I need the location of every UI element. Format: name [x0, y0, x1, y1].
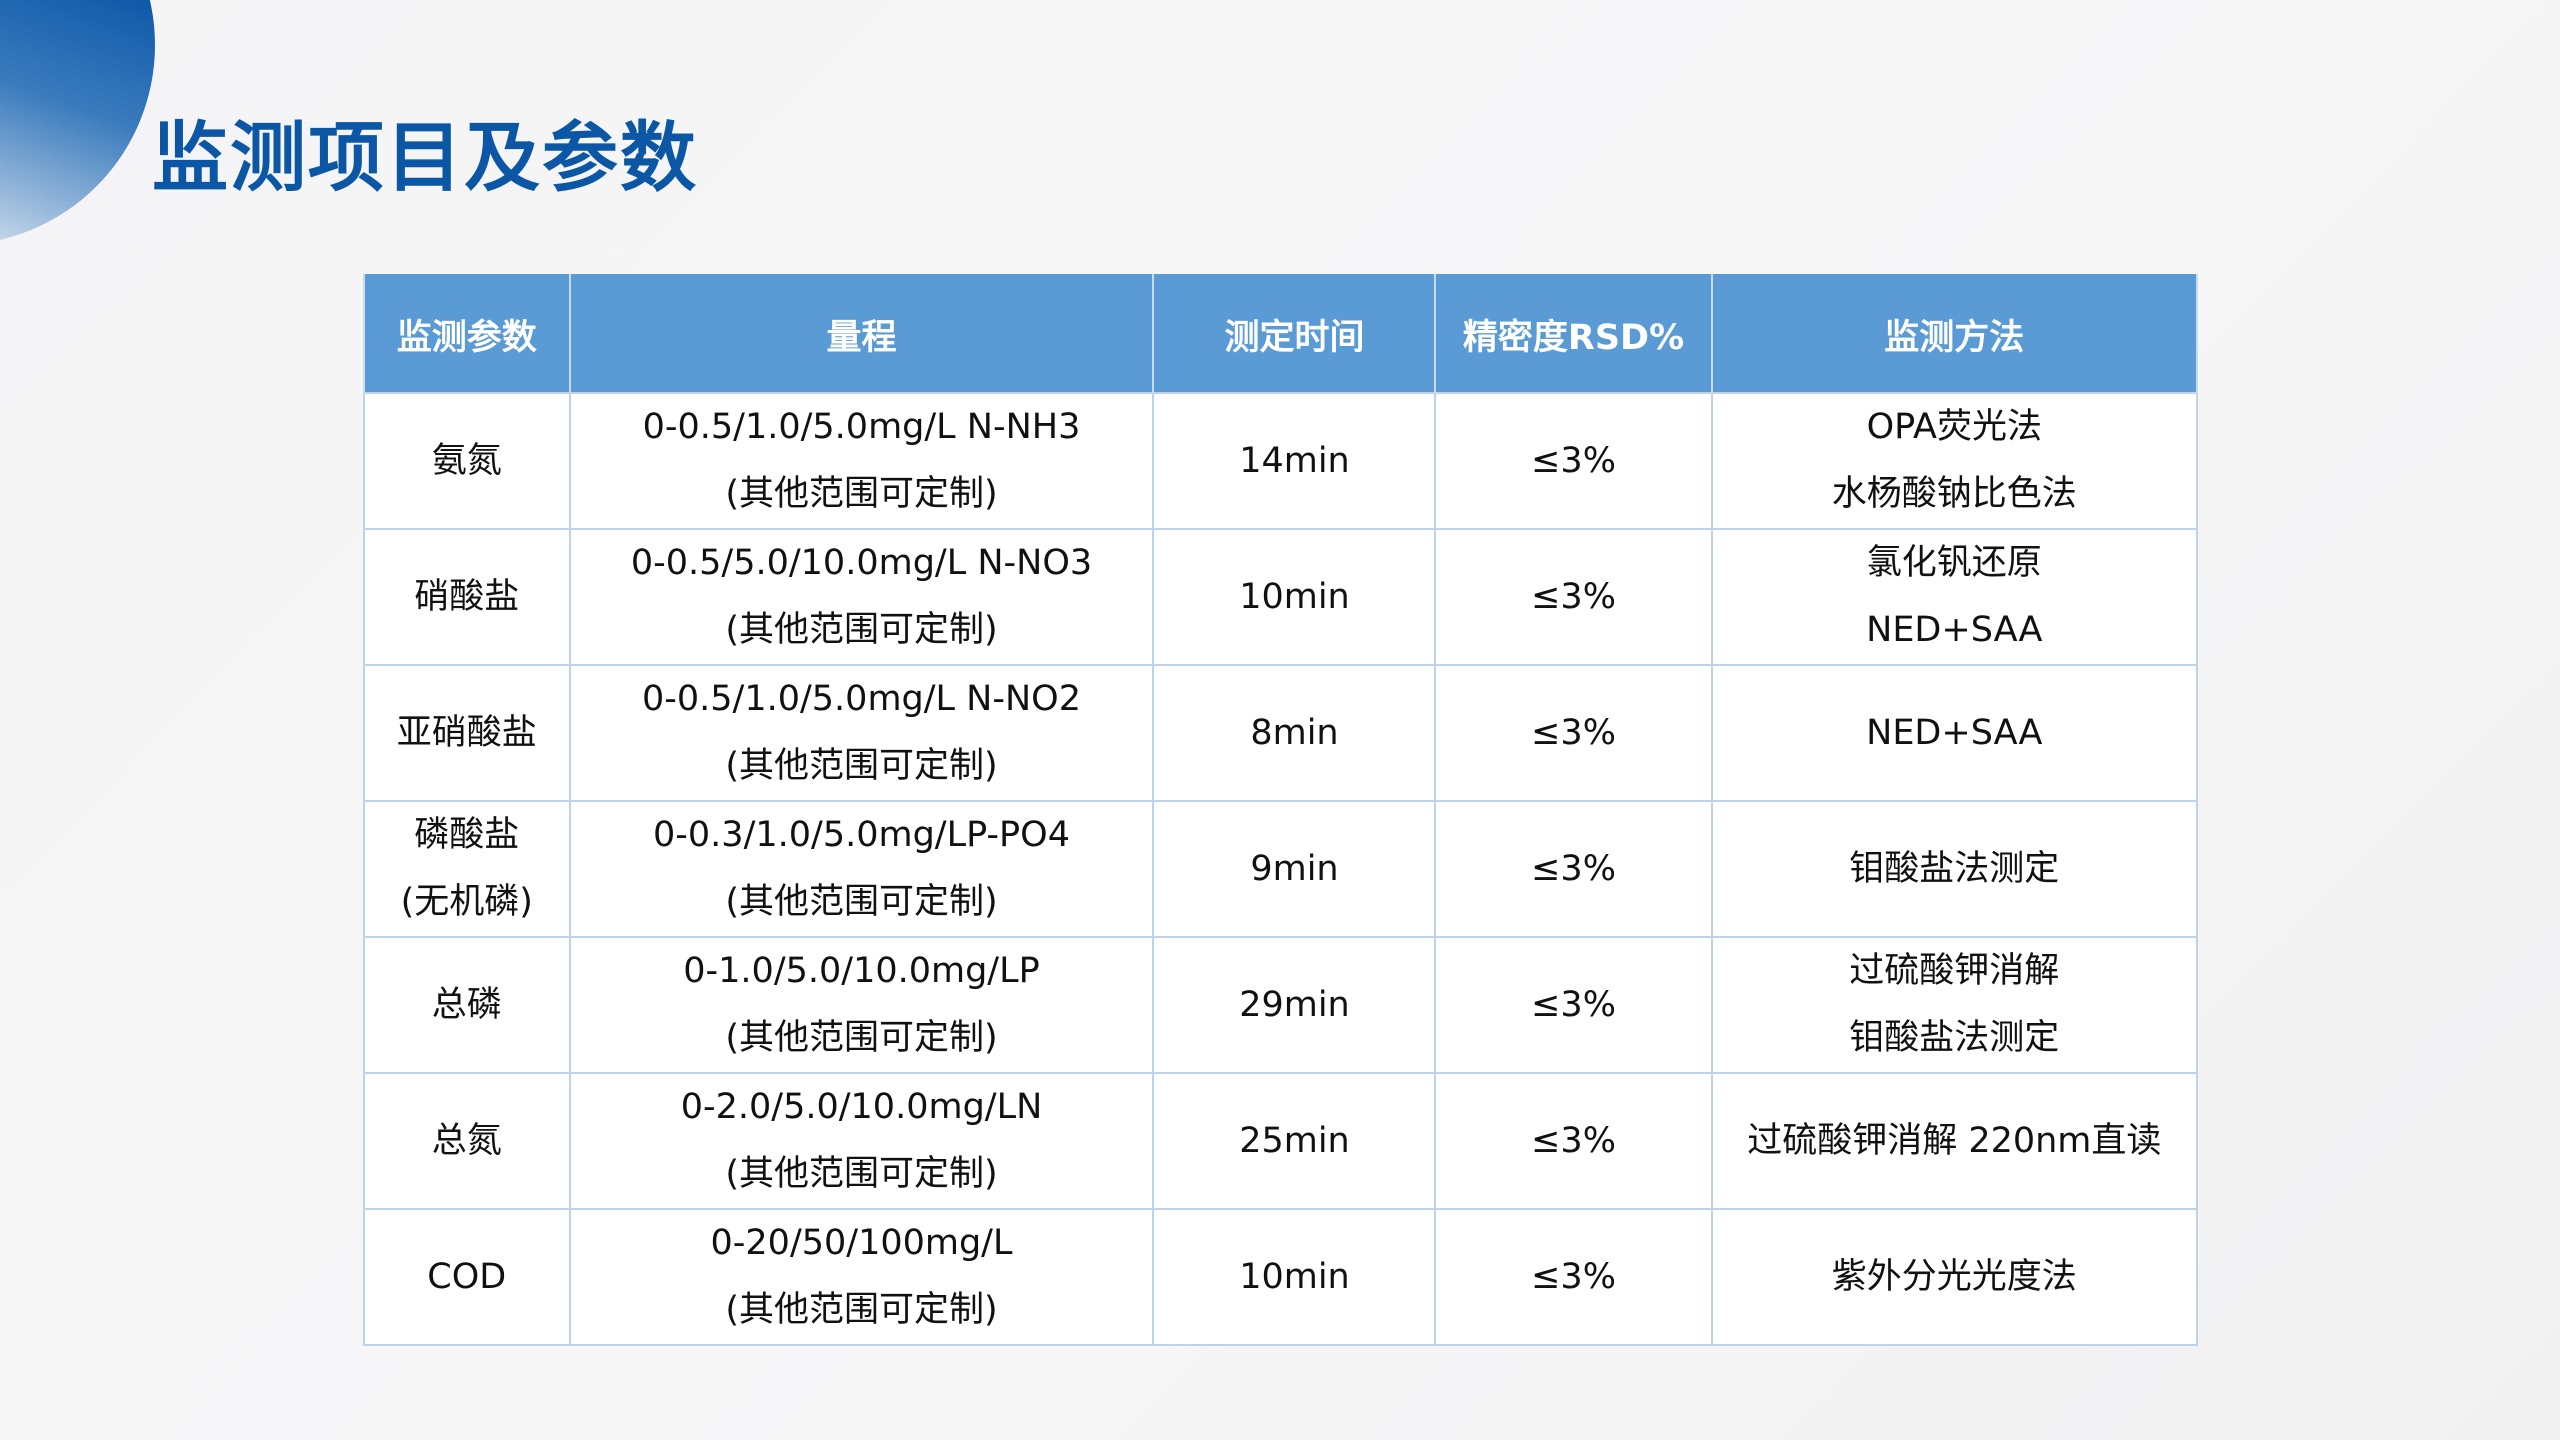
param-cell: 磷酸盐 (无机磷): [363, 800, 571, 938]
range-cell: 0-0.5/1.0/5.0mg/L N-NH3 (其他范围可定制): [568, 392, 1155, 530]
range-cell-line: (其他范围可定制): [725, 1154, 998, 1194]
header-range: 量程: [568, 275, 1155, 393]
param-cell-line: COD: [427, 1256, 507, 1297]
method-cell-line: NED+SAA: [1866, 712, 2043, 753]
method-cell: 氯化钒还原 NED+SAA: [1710, 528, 2199, 666]
range-cell-line: (其他范围可定制): [725, 610, 998, 650]
time-cell: 14min: [1152, 392, 1437, 530]
rsd-cell: ≤3%: [1434, 1208, 1713, 1346]
decorative-circle: [0, 0, 155, 245]
param-cell-line: 总氮: [431, 1120, 502, 1161]
param-cell: 总磷: [363, 936, 571, 1074]
table-header-row: 监测参数 量程 测定时间 精密度RSD% 监测方法: [363, 275, 2199, 393]
parameters-table: 监测参数 量程 测定时间 精密度RSD% 监测方法 氨氮 0-0.5/1.0/5.…: [363, 274, 2199, 1346]
range-cell-line: 0-2.0/5.0/10.0mg/LN: [680, 1087, 1043, 1127]
method-cell-line: 过硫酸钾消解: [1849, 951, 2060, 991]
rsd-cell: ≤3%: [1434, 800, 1713, 938]
range-cell: 0-0.5/1.0/5.0mg/L N-NO2 (其他范围可定制): [568, 664, 1155, 802]
table-row: 总磷 0-1.0/5.0/10.0mg/LP (其他范围可定制) 29min ≤3% 过硫…: [363, 936, 2199, 1074]
method-cell: 钼酸盐法测定: [1710, 800, 2199, 938]
method-cell-line: OPA荧光法: [1866, 407, 2042, 447]
method-cell-line: 钼酸盐法测定: [1849, 848, 2060, 889]
method-cell: 过硫酸钾消解 220nm直读: [1710, 1072, 2199, 1210]
method-cell: 过硫酸钾消解 钼酸盐法测定: [1710, 936, 2199, 1074]
range-cell-line: 0-0.5/1.0/5.0mg/L N-NH3: [642, 407, 1081, 447]
method-cell: 紫外分光光度法: [1710, 1208, 2199, 1346]
param-cell: 氨氮: [363, 392, 571, 530]
range-cell: 0-2.0/5.0/10.0mg/LN (其他范围可定制): [568, 1072, 1155, 1210]
header-rsd: 精密度RSD%: [1434, 275, 1713, 393]
range-cell: 0-0.5/5.0/10.0mg/L N-NO3 (其他范围可定制): [568, 528, 1155, 666]
range-cell-line: (其他范围可定制): [725, 1290, 998, 1330]
method-cell-line: 水杨酸钠比色法: [1831, 474, 2077, 514]
table-row: 氨氮 0-0.5/1.0/5.0mg/L N-NH3 (其他范围可定制) 14min ≤…: [363, 392, 2199, 530]
time-cell: 10min: [1152, 528, 1437, 666]
method-cell-line: 钼酸盐法测定: [1849, 1018, 2060, 1058]
param-cell-line: 亚硝酸盐: [396, 712, 537, 753]
range-cell: 0-0.3/1.0/5.0mg/LP-PO4 (其他范围可定制): [568, 800, 1155, 938]
range-cell-line: 0-20/50/100mg/L: [710, 1223, 1013, 1263]
time-cell: 9min: [1152, 800, 1437, 938]
param-cell-line: 磷酸盐: [414, 815, 520, 855]
rsd-cell: ≤3%: [1434, 392, 1713, 530]
range-cell-line: (其他范围可定制): [725, 746, 998, 786]
rsd-cell: ≤3%: [1434, 936, 1713, 1074]
method-cell-line: NED+SAA: [1866, 610, 2043, 650]
range-cell-line: 0-0.3/1.0/5.0mg/LP-PO4: [653, 815, 1070, 855]
table-row: 磷酸盐 (无机磷) 0-0.3/1.0/5.0mg/LP-PO4 (其他范围可定制) 9…: [363, 800, 2199, 938]
range-cell-line: (其他范围可定制): [725, 1018, 998, 1058]
page-title: 监测项目及参数: [152, 113, 698, 202]
table-row: COD 0-20/50/100mg/L (其他范围可定制) 10min ≤3% 紫外分光光…: [363, 1208, 2199, 1346]
method-cell: NED+SAA: [1710, 664, 2199, 802]
range-cell-line: 0-0.5/1.0/5.0mg/L N-NO2: [641, 679, 1081, 719]
method-cell-line: 过硫酸钾消解 220nm直读: [1747, 1120, 2162, 1161]
header-method: 监测方法: [1710, 275, 2199, 393]
param-cell-line: 硝酸盐: [414, 576, 520, 617]
range-cell: 0-1.0/5.0/10.0mg/LP (其他范围可定制): [568, 936, 1155, 1074]
range-cell-line: (其他范围可定制): [725, 882, 998, 922]
method-cell: OPA荧光法 水杨酸钠比色法: [1710, 392, 2199, 530]
header-param: 监测参数: [363, 275, 571, 393]
param-cell: 亚硝酸盐: [363, 664, 571, 802]
param-cell: 总氮: [363, 1072, 571, 1210]
rsd-cell: ≤3%: [1434, 664, 1713, 802]
param-cell: 硝酸盐: [363, 528, 571, 666]
param-cell: COD: [363, 1208, 571, 1346]
time-cell: 29min: [1152, 936, 1437, 1074]
time-cell: 10min: [1152, 1208, 1437, 1346]
method-cell-line: 紫外分光光度法: [1831, 1256, 2077, 1297]
range-cell-line: (其他范围可定制): [725, 474, 998, 514]
table-row: 硝酸盐 0-0.5/5.0/10.0mg/L N-NO3 (其他范围可定制) 10mi…: [363, 528, 2199, 666]
param-cell-line: 氨氮: [431, 440, 502, 481]
range-cell-line: 0-1.0/5.0/10.0mg/LP: [683, 951, 1040, 991]
time-cell: 8min: [1152, 664, 1437, 802]
param-cell-line: (无机磷): [400, 882, 533, 922]
table-row: 总氮 0-2.0/5.0/10.0mg/LN (其他范围可定制) 25min ≤3% 过硫…: [363, 1072, 2199, 1210]
rsd-cell: ≤3%: [1434, 1072, 1713, 1210]
method-cell-line: 氯化钒还原: [1866, 543, 2042, 583]
param-cell-line: 总磷: [431, 984, 502, 1025]
time-cell: 25min: [1152, 1072, 1437, 1210]
rsd-cell: ≤3%: [1434, 528, 1713, 666]
header-time: 测定时间: [1152, 275, 1437, 393]
range-cell-line: 0-0.5/5.0/10.0mg/L N-NO3: [630, 543, 1093, 583]
table-row: 亚硝酸盐 0-0.5/1.0/5.0mg/L N-NO2 (其他范围可定制) 8min…: [363, 664, 2199, 802]
range-cell: 0-20/50/100mg/L (其他范围可定制): [568, 1208, 1155, 1346]
